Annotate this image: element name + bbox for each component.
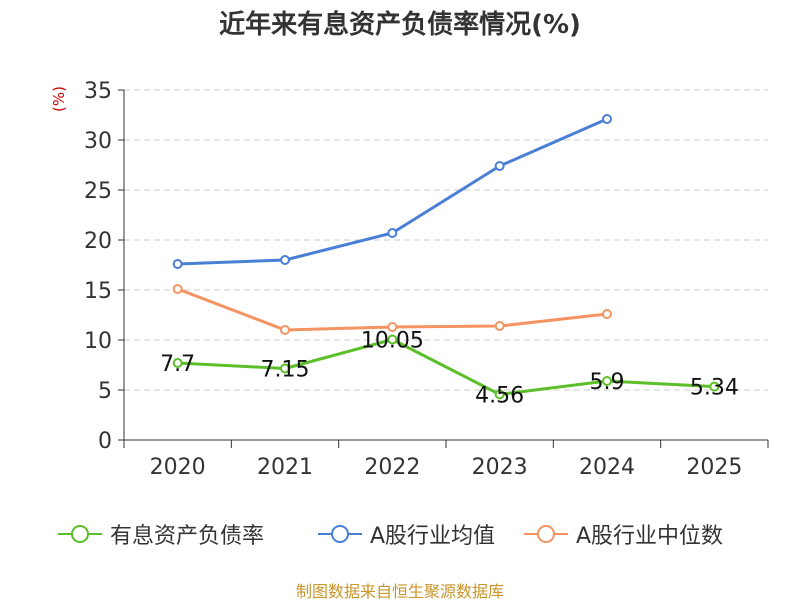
y-tick-label: 10: [84, 329, 112, 354]
legend-label-2: A股行业均值: [370, 524, 496, 549]
y-tick-label: 0: [98, 429, 112, 454]
data-label: 5.34: [690, 376, 739, 401]
y-tick-label: 35: [84, 79, 112, 104]
legend-marker-3: [524, 525, 568, 543]
x-tick-label: 2023: [472, 455, 528, 480]
data-point: [602, 309, 612, 319]
chart-title: 近年来有息资产负债率情况(%): [219, 10, 581, 40]
legend-item-3[interactable]: A股行业中位数: [524, 518, 723, 550]
y-tick-label: 25: [84, 179, 112, 204]
data-point: [602, 114, 612, 124]
legend-label-1: 有息资产负债率: [110, 524, 265, 549]
data-point: [280, 325, 290, 335]
data-point: [709, 381, 720, 392]
data-point: [280, 255, 290, 265]
data-point: [172, 284, 183, 294]
legend-marker-2: [318, 525, 362, 543]
legend-label-3: A股行业中位数: [576, 524, 724, 549]
data-point: [494, 389, 505, 400]
data-labels: 7.7 7.15 10.05 4.56 5.9 5.34: [160, 329, 739, 409]
data-point: [172, 358, 183, 368]
x-tick-label: 2021: [257, 455, 313, 480]
data-label: 10.05: [361, 329, 424, 354]
source-note: 制图数据来自恒生聚源数据库: [295, 582, 504, 601]
x-tick-label: 2025: [686, 455, 742, 480]
x-tick-label: 2024: [579, 455, 635, 480]
legend-marker-1: [58, 525, 102, 543]
data-point: [387, 322, 398, 332]
data-point: [172, 259, 183, 269]
data-point: [387, 334, 398, 345]
y-tick-label: 5: [98, 379, 112, 404]
grid-lines: [124, 89, 768, 391]
data-label: 7.15: [261, 358, 310, 383]
legend-item-2[interactable]: A股行业均值: [318, 518, 495, 550]
y-tick-label: 20: [84, 229, 112, 254]
y-tick-label: 15: [84, 279, 112, 304]
x-tick-label: 2022: [364, 455, 420, 480]
y-axis-unit: (%): [50, 86, 68, 112]
legend-item-1[interactable]: 有息资产负债率: [58, 518, 264, 550]
data-point: [494, 321, 505, 331]
data-point: [494, 161, 505, 171]
data-point: [602, 376, 612, 386]
data-label: 5.9: [590, 370, 625, 395]
data-point: [387, 228, 398, 238]
series-line-1: [177, 338, 715, 396]
series-line-2: [177, 117, 608, 266]
x-tick-label: 2020: [150, 455, 206, 480]
data-label: 4.56: [475, 383, 524, 408]
series-lines: [172, 114, 720, 400]
y-tick-label: 30: [84, 129, 112, 154]
data-point: [280, 363, 290, 374]
data-label: 7.7: [160, 352, 195, 377]
